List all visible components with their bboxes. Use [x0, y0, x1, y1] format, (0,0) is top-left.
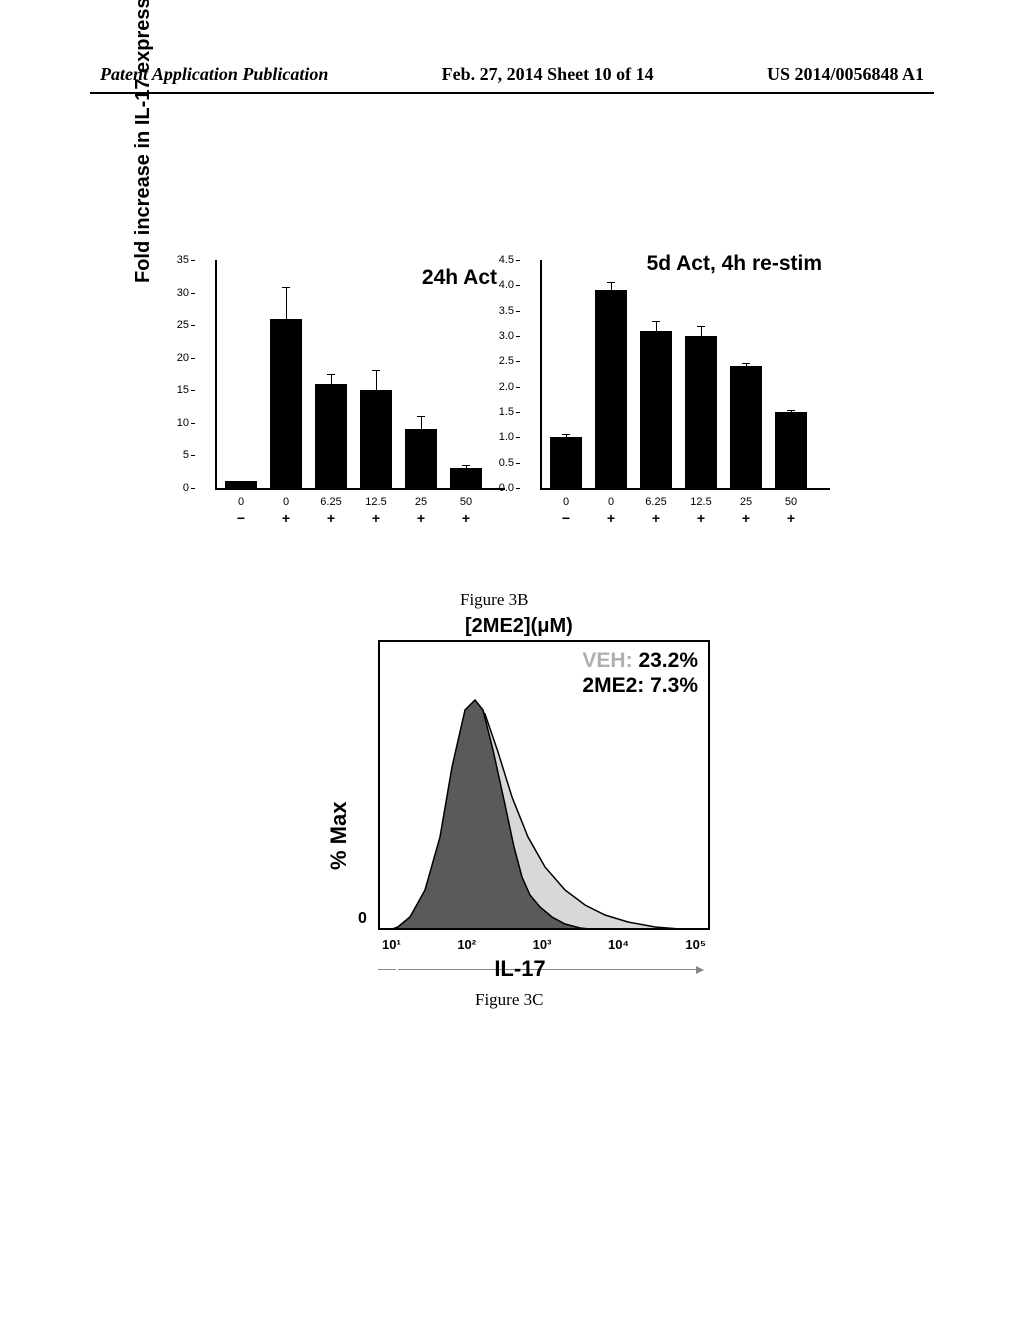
ytick: 30: [177, 287, 189, 299]
fig3b-right-xticks: 0− 0+ 6.25+ 12.5+ 25+ 50+: [542, 496, 830, 526]
xtick: 25+: [730, 496, 762, 526]
fig3b-xlabel: [2ME2](μM): [465, 615, 573, 638]
fig3b-left-bars: [217, 260, 505, 488]
xtick: 25+: [405, 496, 437, 526]
fig3b-chart-pair: 24h Act 0 5 10 15 20 25 30 35 0−: [215, 260, 830, 490]
xtick: 6.25+: [640, 496, 672, 526]
ytick: 1.0: [499, 431, 514, 443]
ytick: 35: [177, 254, 189, 266]
bar: [730, 366, 762, 488]
ytick: 4.5: [499, 254, 514, 266]
xtick: 6.25+: [315, 496, 347, 526]
fig3b-ylabel: Fold increase in IL-17 expression: [132, 0, 155, 283]
bar: [685, 336, 717, 488]
fig3c-ylabel: % Max: [326, 802, 352, 870]
ytick: 3.5: [499, 305, 514, 317]
xtick: 0−: [225, 496, 257, 526]
bar: [360, 390, 392, 488]
ytick: 3.0: [499, 330, 514, 342]
histogram-svg: [380, 642, 710, 930]
bar: [405, 429, 437, 488]
ytick: 0.0: [499, 482, 514, 494]
fig3c-yzero: 0: [358, 910, 367, 928]
xtick: 12.5+: [685, 496, 717, 526]
bar: [315, 384, 347, 488]
ytick: 20: [177, 352, 189, 364]
xtick: 12.5+: [360, 496, 392, 526]
bar: [225, 481, 257, 488]
header-center: Feb. 27, 2014 Sheet 10 of 14: [442, 64, 654, 85]
xtick: 0−: [550, 496, 582, 526]
header-right: US 2014/0056848 A1: [767, 64, 924, 85]
fig3b-caption: Figure 3B: [460, 590, 528, 610]
xtick: 10³: [533, 937, 552, 952]
ytick: 4.0: [499, 279, 514, 291]
fig3b-left-xticks: 0− 0+ 6.25+ 12.5+ 25+ 50+: [217, 496, 505, 526]
ytick: 10: [177, 417, 189, 429]
xtick: 10⁴: [608, 937, 629, 952]
fig3c-plot: VEH: 23.2% 2ME2: 7.3%: [378, 640, 710, 930]
xtick: 10¹: [382, 937, 401, 952]
fig3c-xlabel: IL-17: [320, 956, 720, 982]
fig3c-caption: Figure 3C: [475, 990, 543, 1010]
fig3b-right-chart: 5d Act, 4h re-stim 0.0 0.5 1.0 1.5 2.0 2…: [540, 260, 830, 490]
ytick: 1.5: [499, 406, 514, 418]
fig3b-left-chart: 24h Act 0 5 10 15 20 25 30 35 0−: [215, 260, 505, 490]
xtick: 50+: [450, 496, 482, 526]
xtick: 10²: [457, 937, 476, 952]
ytick: 5: [183, 449, 189, 461]
figure-3c: % Max 0 VEH: 23.2% 2ME2: 7.3% 10¹ 10² 10…: [320, 640, 720, 980]
bar: [640, 331, 672, 488]
xtick: 0+: [595, 496, 627, 526]
bar: [450, 468, 482, 488]
ytick: 2.0: [499, 381, 514, 393]
ytick: 2.5: [499, 355, 514, 367]
xtick: 10⁵: [685, 937, 706, 952]
bar: [270, 319, 302, 488]
fig3b-right-bars: [542, 260, 830, 488]
ytick: 15: [177, 384, 189, 396]
ytick: 0: [183, 482, 189, 494]
fig3c-xticks: 10¹ 10² 10³ 10⁴ 10⁵: [378, 937, 710, 952]
figure-3b: Fold increase in IL-17 expression 24h Ac…: [165, 260, 865, 560]
xtick: 0+: [270, 496, 302, 526]
ytick: 0.5: [499, 457, 514, 469]
bar: [550, 437, 582, 488]
xtick: 50+: [775, 496, 807, 526]
bar: [595, 290, 627, 488]
ytick: 25: [177, 319, 189, 331]
bar: [775, 412, 807, 488]
header-rule: [90, 92, 934, 94]
